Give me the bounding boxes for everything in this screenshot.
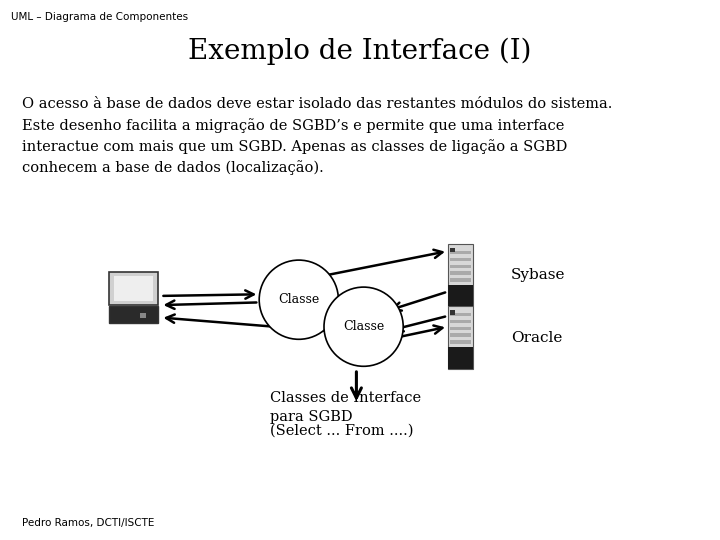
FancyBboxPatch shape [109, 272, 158, 305]
Text: UML – Diagrama de Componentes: UML – Diagrama de Componentes [11, 12, 188, 22]
Text: O acesso à base de dados deve estar isolado das restantes módulos do sistema.
Es: O acesso à base de dados deve estar isol… [22, 97, 612, 176]
FancyBboxPatch shape [449, 310, 456, 314]
FancyBboxPatch shape [451, 334, 472, 337]
FancyBboxPatch shape [451, 313, 472, 316]
Text: Sybase: Sybase [511, 268, 566, 282]
FancyBboxPatch shape [451, 340, 472, 344]
Text: Pedro Ramos, DCTI/ISCTE: Pedro Ramos, DCTI/ISCTE [22, 518, 154, 528]
FancyBboxPatch shape [449, 248, 456, 252]
Ellipse shape [259, 260, 338, 339]
Text: Classe: Classe [278, 293, 320, 306]
FancyBboxPatch shape [109, 306, 158, 323]
FancyBboxPatch shape [448, 306, 474, 368]
Ellipse shape [324, 287, 403, 366]
FancyBboxPatch shape [451, 320, 472, 323]
Text: Oracle: Oracle [511, 330, 562, 345]
FancyBboxPatch shape [140, 313, 146, 318]
Text: (Select ... From ....): (Select ... From ....) [270, 424, 413, 438]
FancyBboxPatch shape [448, 347, 474, 368]
FancyBboxPatch shape [451, 265, 472, 268]
FancyBboxPatch shape [451, 258, 472, 261]
FancyBboxPatch shape [448, 244, 474, 306]
Text: Classes de Interface
para SGBD: Classes de Interface para SGBD [270, 392, 421, 424]
FancyBboxPatch shape [451, 278, 472, 282]
FancyBboxPatch shape [114, 276, 153, 301]
FancyBboxPatch shape [451, 272, 472, 275]
Text: Classe: Classe [343, 320, 384, 333]
FancyBboxPatch shape [451, 327, 472, 330]
Text: Exemplo de Interface (I): Exemplo de Interface (I) [188, 38, 532, 65]
FancyBboxPatch shape [448, 285, 474, 306]
FancyBboxPatch shape [451, 251, 472, 254]
